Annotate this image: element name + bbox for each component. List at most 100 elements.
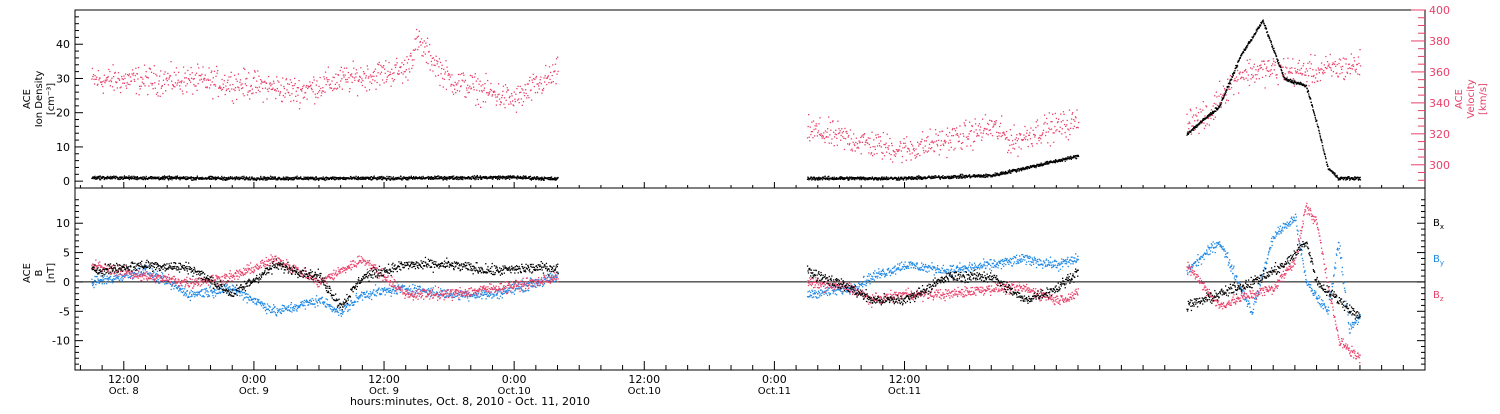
velocity-series-point bbox=[1012, 148, 1013, 149]
velocity-series-point bbox=[935, 133, 936, 134]
velocity-series-point bbox=[159, 80, 160, 81]
velocity-series-point bbox=[963, 136, 964, 137]
series-by-point bbox=[206, 294, 207, 295]
velocity-series-point bbox=[1041, 142, 1042, 143]
density-series-point bbox=[1210, 112, 1211, 113]
velocity-series-point bbox=[1225, 102, 1226, 103]
velocity-series-point bbox=[369, 89, 370, 90]
velocity-series-point bbox=[162, 93, 163, 94]
velocity-series-point bbox=[93, 79, 94, 80]
velocity-series-point bbox=[1198, 133, 1199, 134]
velocity-series-point bbox=[978, 135, 979, 136]
velocity-series-point bbox=[1060, 114, 1061, 115]
velocity-tick-label: 360 bbox=[1429, 66, 1450, 79]
velocity-series-point bbox=[252, 89, 253, 90]
velocity-series-point bbox=[1261, 67, 1262, 68]
velocity-series-point bbox=[999, 133, 1000, 134]
velocity-series-point bbox=[526, 93, 527, 94]
velocity-series-point bbox=[1266, 68, 1267, 69]
velocity-series-point bbox=[531, 100, 532, 101]
velocity-series-point bbox=[326, 77, 327, 78]
series-by-point bbox=[119, 280, 120, 281]
velocity-series-point bbox=[847, 133, 848, 134]
velocity-series-point bbox=[412, 65, 413, 66]
velocity-series-point bbox=[148, 77, 149, 78]
velocity-series-point bbox=[339, 86, 340, 87]
velocity-series-point bbox=[925, 150, 926, 151]
velocity-series-point bbox=[315, 97, 316, 98]
density-series-point bbox=[1231, 79, 1232, 80]
density-series-point bbox=[1223, 96, 1224, 97]
velocity-series-point bbox=[291, 82, 292, 83]
series-by-point bbox=[142, 269, 143, 270]
velocity-series-point bbox=[291, 93, 292, 94]
velocity-series-point bbox=[937, 145, 938, 146]
velocity-series-point bbox=[823, 132, 824, 133]
velocity-series-point bbox=[360, 67, 361, 68]
velocity-series-point bbox=[965, 125, 966, 126]
velocity-series-point bbox=[867, 143, 868, 144]
velocity-series-point bbox=[320, 88, 321, 89]
density-series-point bbox=[390, 176, 391, 177]
density-series-point bbox=[1313, 112, 1314, 113]
density-series-point bbox=[1065, 161, 1066, 162]
velocity-series-point bbox=[427, 38, 428, 39]
velocity-series-point bbox=[1261, 61, 1262, 62]
velocity-series-point bbox=[1223, 86, 1224, 87]
density-series-point bbox=[421, 176, 422, 177]
velocity-series-point bbox=[108, 69, 109, 70]
velocity-series-point bbox=[492, 94, 493, 95]
velocity-series-point bbox=[1271, 69, 1272, 70]
density-series-point bbox=[243, 176, 244, 177]
velocity-series-point bbox=[408, 68, 409, 69]
velocity-series-point bbox=[194, 78, 195, 79]
velocity-series-point bbox=[969, 122, 970, 123]
velocity-series-point bbox=[813, 129, 814, 130]
velocity-series-point bbox=[872, 155, 873, 156]
velocity-series-point bbox=[851, 148, 852, 149]
velocity-series-point bbox=[1334, 64, 1335, 65]
velocity-series-point bbox=[144, 65, 145, 66]
density-series-point bbox=[1322, 145, 1323, 146]
velocity-series-point bbox=[437, 63, 438, 64]
velocity-series-point bbox=[244, 69, 245, 70]
velocity-series-point bbox=[832, 120, 833, 121]
velocity-series-point bbox=[1004, 135, 1005, 136]
velocity-series-point bbox=[934, 141, 935, 142]
velocity-series-point bbox=[879, 145, 880, 146]
density-series-point bbox=[1228, 86, 1229, 87]
velocity-series-point bbox=[1046, 118, 1047, 119]
velocity-series-point bbox=[277, 80, 278, 81]
velocity-series-point bbox=[1353, 66, 1354, 67]
velocity-series-point bbox=[266, 98, 267, 99]
velocity-series-point bbox=[903, 143, 904, 144]
velocity-series-point bbox=[506, 91, 507, 92]
velocity-series-point bbox=[496, 100, 497, 101]
velocity-series-point bbox=[1250, 67, 1251, 68]
density-axis-label-line: [cm⁻³] bbox=[46, 83, 57, 115]
velocity-series-point bbox=[818, 123, 819, 124]
velocity-series-point bbox=[413, 59, 414, 60]
field-tick-label: -5 bbox=[59, 305, 70, 318]
velocity-series-point bbox=[272, 88, 273, 89]
velocity-series-point bbox=[954, 148, 955, 149]
velocity-series-point bbox=[426, 45, 427, 46]
velocity-series-point bbox=[1347, 73, 1348, 74]
velocity-series-point bbox=[265, 88, 266, 89]
velocity-series-point bbox=[334, 77, 335, 78]
velocity-series-point bbox=[230, 84, 231, 85]
velocity-series-point bbox=[1345, 63, 1346, 64]
velocity-series-point bbox=[250, 90, 251, 91]
velocity-series-point bbox=[936, 140, 937, 141]
density-series-point bbox=[1348, 176, 1349, 177]
velocity-series-point bbox=[170, 75, 171, 76]
density-series-point bbox=[438, 175, 439, 176]
velocity-series-point bbox=[1042, 134, 1043, 135]
velocity-series-point bbox=[812, 131, 813, 132]
velocity-series-point bbox=[951, 147, 952, 148]
velocity-series-point bbox=[157, 92, 158, 93]
density-series-point bbox=[533, 179, 534, 180]
density-series-point bbox=[517, 176, 518, 177]
velocity-series-point bbox=[1073, 119, 1074, 120]
velocity-series-point bbox=[817, 135, 818, 136]
